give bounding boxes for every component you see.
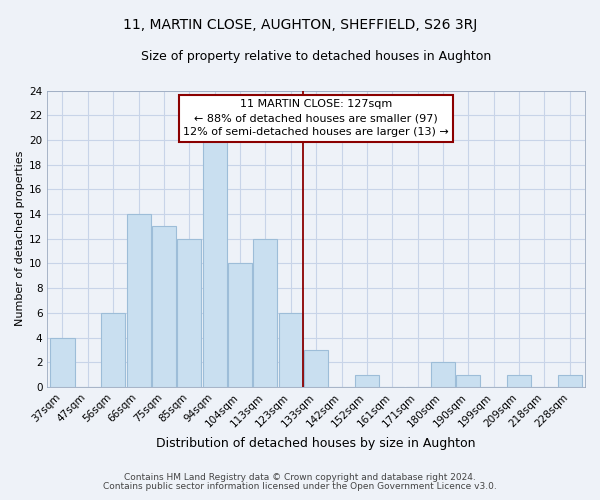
Bar <box>50 338 74 387</box>
X-axis label: Distribution of detached houses by size in Aughton: Distribution of detached houses by size … <box>157 437 476 450</box>
Text: 11 MARTIN CLOSE: 127sqm
← 88% of detached houses are smaller (97)
12% of semi-de: 11 MARTIN CLOSE: 127sqm ← 88% of detache… <box>183 100 449 138</box>
Bar <box>101 313 125 387</box>
Title: Size of property relative to detached houses in Aughton: Size of property relative to detached ho… <box>141 50 491 63</box>
Text: Contains public sector information licensed under the Open Government Licence v3: Contains public sector information licen… <box>103 482 497 491</box>
Bar <box>507 374 531 387</box>
Bar <box>127 214 151 387</box>
Text: Contains HM Land Registry data © Crown copyright and database right 2024.: Contains HM Land Registry data © Crown c… <box>124 474 476 482</box>
Bar <box>558 374 582 387</box>
Bar <box>456 374 481 387</box>
Bar <box>304 350 328 387</box>
Text: 11, MARTIN CLOSE, AUGHTON, SHEFFIELD, S26 3RJ: 11, MARTIN CLOSE, AUGHTON, SHEFFIELD, S2… <box>123 18 477 32</box>
Bar <box>279 313 303 387</box>
Bar <box>355 374 379 387</box>
Bar <box>431 362 455 387</box>
Bar <box>177 239 202 387</box>
Bar <box>152 226 176 387</box>
Y-axis label: Number of detached properties: Number of detached properties <box>15 151 25 326</box>
Bar <box>253 239 277 387</box>
Bar <box>203 140 227 387</box>
Bar <box>228 264 252 387</box>
